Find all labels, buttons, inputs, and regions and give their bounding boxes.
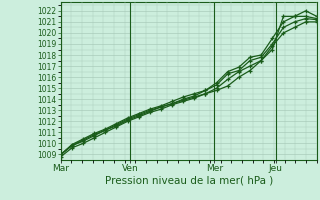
- X-axis label: Pression niveau de la mer( hPa ): Pression niveau de la mer( hPa ): [105, 176, 273, 186]
